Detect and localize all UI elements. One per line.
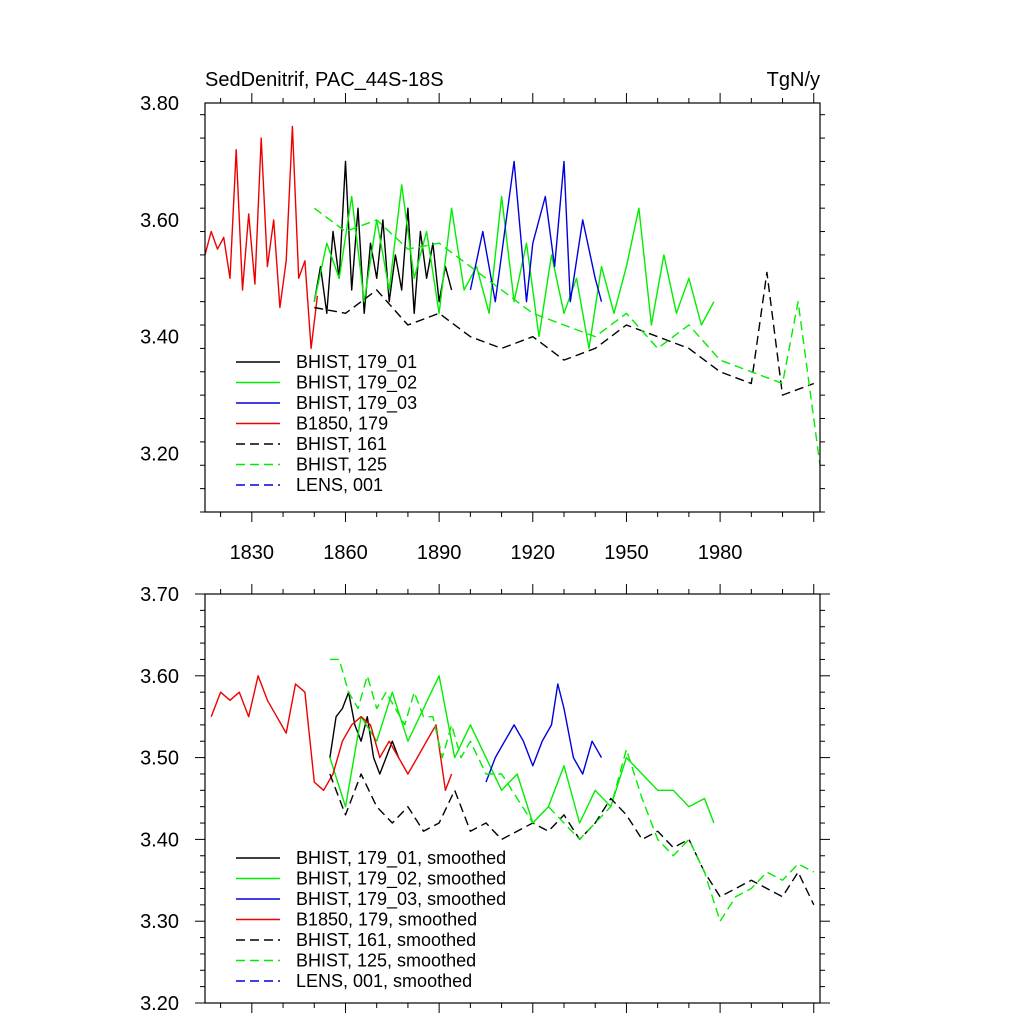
series-line-1-5	[329, 658, 815, 922]
legend-label: BHIST, 179_03	[296, 393, 417, 414]
plot-frame	[204, 102, 821, 513]
series-group	[205, 125, 820, 466]
top-panel: 3.20 3.40 3.60 3.80 1830 1860 1890 1920 1950 1980…	[140, 93, 825, 564]
x-tick-label: 1950	[604, 542, 649, 564]
y-tick-label: 3.70	[140, 584, 179, 606]
plot-frame	[204, 593, 821, 1004]
y-tick-label: 3.30	[140, 911, 179, 933]
y-tick-label: 3.40	[140, 829, 179, 851]
series-line-0-3	[205, 125, 319, 350]
x-tick-label: 1890	[417, 542, 462, 564]
legend-label: BHIST, 179_01, smoothed	[296, 848, 506, 869]
legend-label: BHIST, 125	[296, 455, 387, 475]
x-tick-label: 1920	[511, 542, 556, 564]
series-line-0-5	[313, 207, 820, 466]
x-tick-label: 1860	[323, 542, 368, 564]
legend-label: LENS, 001, smoothed	[296, 971, 472, 991]
series-line-0-4	[314, 271, 815, 396]
series-line-1-0	[329, 691, 400, 775]
legend-label: BHIST, 161	[296, 434, 387, 454]
series-line-0-2	[469, 160, 603, 303]
x-tick-label: 1830	[230, 542, 275, 564]
y-tick-label: 3.60	[140, 666, 179, 688]
series-line-1-4	[329, 773, 815, 906]
y-tick-label: 3.80	[140, 93, 179, 115]
legend-label: LENS, 001	[296, 475, 383, 495]
series-line-1-3	[210, 675, 453, 791]
series-group	[210, 658, 815, 922]
y-tick-label: 3.20	[140, 993, 179, 1015]
y-tick-label: 3.40	[140, 327, 179, 349]
series-line-0-1	[313, 184, 715, 350]
legend-label: BHIST, 179_03, smoothed	[296, 889, 506, 910]
x-tick-label: 1980	[698, 542, 743, 564]
legend-label: BHIST, 179_02	[296, 373, 417, 394]
series-line-1-1	[329, 675, 715, 824]
legend-label: BHIST, 179_01	[296, 352, 417, 373]
series-line-1-2	[485, 683, 603, 783]
y-tick-label: 3.60	[140, 210, 179, 232]
legend-label: BHIST, 161, smoothed	[296, 930, 476, 950]
bottom-panel: 3.20 3.30 3.40 3.50 3.60 3.70 BHIST, 179_01, s…	[140, 584, 830, 1015]
legend-label: BHIST, 179_02, smoothed	[296, 869, 506, 890]
legend-label: B1850, 179, smoothed	[296, 910, 477, 930]
units-label: TgN/y	[767, 69, 820, 91]
legend-label: BHIST, 125, smoothed	[296, 951, 476, 971]
series-line-0-0	[313, 160, 453, 314]
y-tick-label: 3.50	[140, 748, 179, 770]
legend-label: B1850, 179	[296, 414, 388, 434]
figure-title: SedDenitrif, PAC_44S-18S	[205, 69, 444, 91]
y-tick-label: 3.20	[140, 444, 179, 466]
